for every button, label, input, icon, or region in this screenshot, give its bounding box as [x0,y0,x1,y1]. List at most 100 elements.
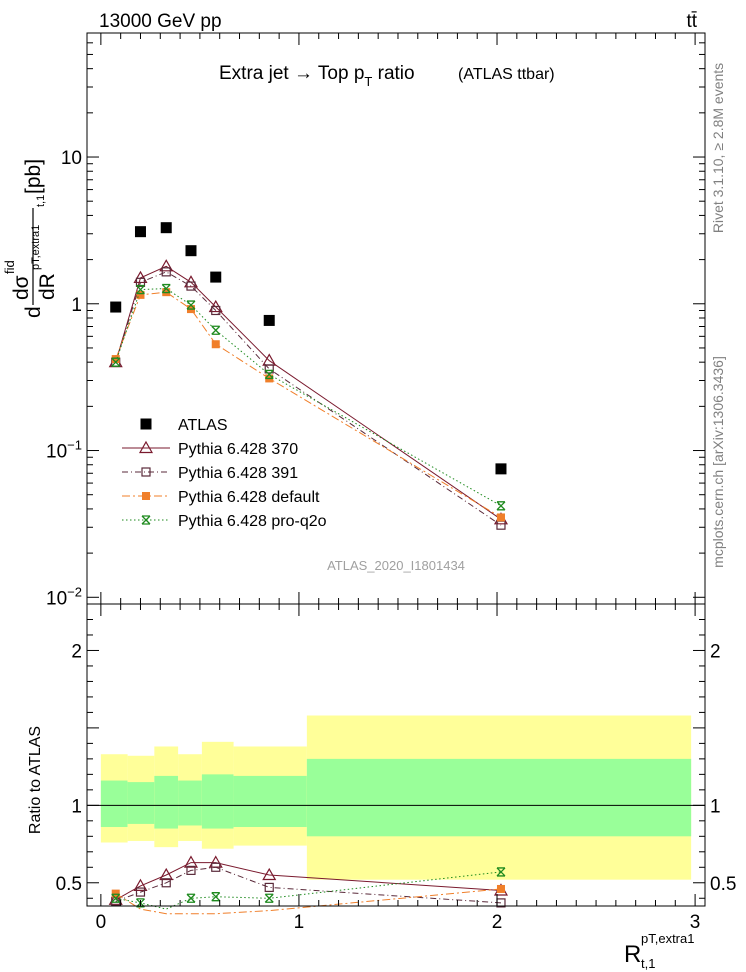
point-proq2o-5 [264,369,274,380]
point-data-6 [495,463,507,475]
point-proq2o-4 [211,325,221,335]
series-line-p391 [115,271,502,526]
ratio-point-p391-1 [135,887,146,897]
point-p391-5 [264,364,274,374]
ratio-line-p370 [115,862,502,901]
ratio-point-p370-3 [183,855,199,868]
ratio-band-inner-6 [306,758,692,837]
y-label-sub2: t,1 [35,195,47,207]
y-label-unit: [pb] [22,159,45,194]
ratio-y-tick-label-left-2: 2 [71,641,82,662]
ratio-point-p391-3 [186,865,196,875]
point-proq2o-1 [136,284,145,295]
plot-title-ratio: ratio [372,63,414,84]
ratio-y-tick-label-left-1: 1 [71,796,82,817]
ratio-band-inner-3 [178,780,202,826]
y-label-dsigma: dσ [10,275,33,300]
mcplots-reference-text: mcplots.cern.ch [arXiv:1306.3436] [710,356,726,568]
rivet-version-text: Rivet 3.1.10, ≥ 2.8M events [710,63,726,233]
point-data-4 [210,271,222,283]
y-tick-label-1: 10−1 [46,438,82,463]
ratio-y-tick-label-right-2: 2 [710,641,721,662]
ratio-point-p370-1 [133,878,148,891]
plot-title-sub: T [364,74,372,89]
y-tick-label-3: 10 [61,148,82,169]
point-default-6 [496,513,505,522]
point-data-1 [134,226,146,238]
series-line-default [115,291,502,518]
ratio-point-p370-0 [108,892,123,905]
point-p391-1 [135,277,146,287]
plot-title-tag: (ATLAS ttbar) [458,66,555,83]
x-label-R: R [624,941,641,968]
y-tick-label-2: 1 [71,295,82,316]
point-proq2o-2 [161,283,171,294]
series-line-proq2o [115,287,502,507]
main-plot-panel: 10−2 10−1 1 10 Extra jet → Top pT ratio (AT… [2,32,706,609]
x-axis-label: R pT,extra1 t,1 [624,931,694,971]
legend: ATLAS Pythia 6.428 370 Pythia 6.428 391 Pyt… [122,417,327,530]
ratio-point-p391-5 [264,882,274,893]
point-data-5 [263,314,275,326]
ratio-point-proq2o-5 [264,893,274,903]
x-tick-label-1: 1 [294,912,305,933]
main-plot-series [108,222,509,530]
point-default-1 [136,290,145,299]
analysis-watermark: ATLAS_2020_I1801434 [327,558,465,573]
point-data-0 [110,301,122,313]
ratio-band-inner-2 [154,775,179,829]
ratio-series [108,855,509,915]
ratio-axis-ticks: 0.5 0.5 1 1 2 2 0 1 2 3 [56,603,736,933]
x-tick-label-0: 0 [96,912,107,933]
point-data-3 [185,245,197,257]
x-tick-label-3: 3 [690,912,701,933]
ratio-point-proq2o-0 [111,893,121,903]
ratio-y-tick-label-right-1: 1 [710,796,721,817]
plot-title-main: Extra jet → Top p [219,63,364,84]
legend-label-data: ATLAS [178,417,228,434]
ratio-plot-panel: 0.5 0.5 1 1 2 2 0 1 2 3 Ratio to ATLAS [27,603,736,933]
point-proq2o-6 [496,501,506,511]
ratio-plot-frame [86,603,706,907]
y-label-fid: fid [2,260,17,274]
point-p391-4 [211,305,221,316]
point-p370-2 [159,259,174,272]
header-left: 13000 GeV pp [99,11,222,32]
y-label-d: d [22,306,45,318]
ratio-y-tick-label-left-0: 0.5 [56,874,82,895]
plot-title: Extra jet → Top pT ratio [219,63,415,89]
point-proq2o-0 [111,357,121,367]
ratio-bands [87,715,705,880]
ratio-point-proq2o-4 [211,892,221,902]
ratio-band-inner-0 [100,780,128,828]
legend-label-p391: Pythia 6.428 391 [178,465,298,482]
ratio-point-default-6 [496,884,505,893]
legend-marker-data [140,418,152,430]
y-tick-label-0: 10−2 [46,584,82,609]
ratio-y-tick-label-right-0: 0.5 [710,874,736,895]
ratio-point-proq2o-6 [496,867,506,877]
header-right: tt̄ [686,11,697,32]
point-default-0 [111,355,120,364]
x-tick-label-2: 2 [492,912,503,933]
ratio-line-p391 [115,866,502,904]
y-label-dR: dR [36,273,59,300]
point-p391-2 [161,267,171,277]
ratio-band-inner-5 [233,775,307,828]
legend-label-p370: Pythia 6.428 370 [178,441,298,458]
point-proq2o-3 [186,300,196,310]
legend-marker-p370 [138,440,154,454]
main-y-label: d dσ fid dR pT,extra1 t,1 [pb] [2,159,59,318]
ratio-point-proq2o-3 [186,893,196,903]
ratio-point-p391-2 [161,878,171,888]
ratio-band-inner-4 [201,774,234,829]
point-data-2 [160,222,172,234]
ratio-point-p370-5 [262,867,277,881]
legend-marker-proq2o [141,515,151,525]
legend-label-proq2o: Pythia 6.428 pro-q2o [178,513,327,530]
x-label-sub: t,1 [641,956,655,971]
point-default-4 [211,340,220,349]
y-label-sub1: pT,extra1 [30,225,42,270]
ratio-point-p391-4 [211,862,221,872]
